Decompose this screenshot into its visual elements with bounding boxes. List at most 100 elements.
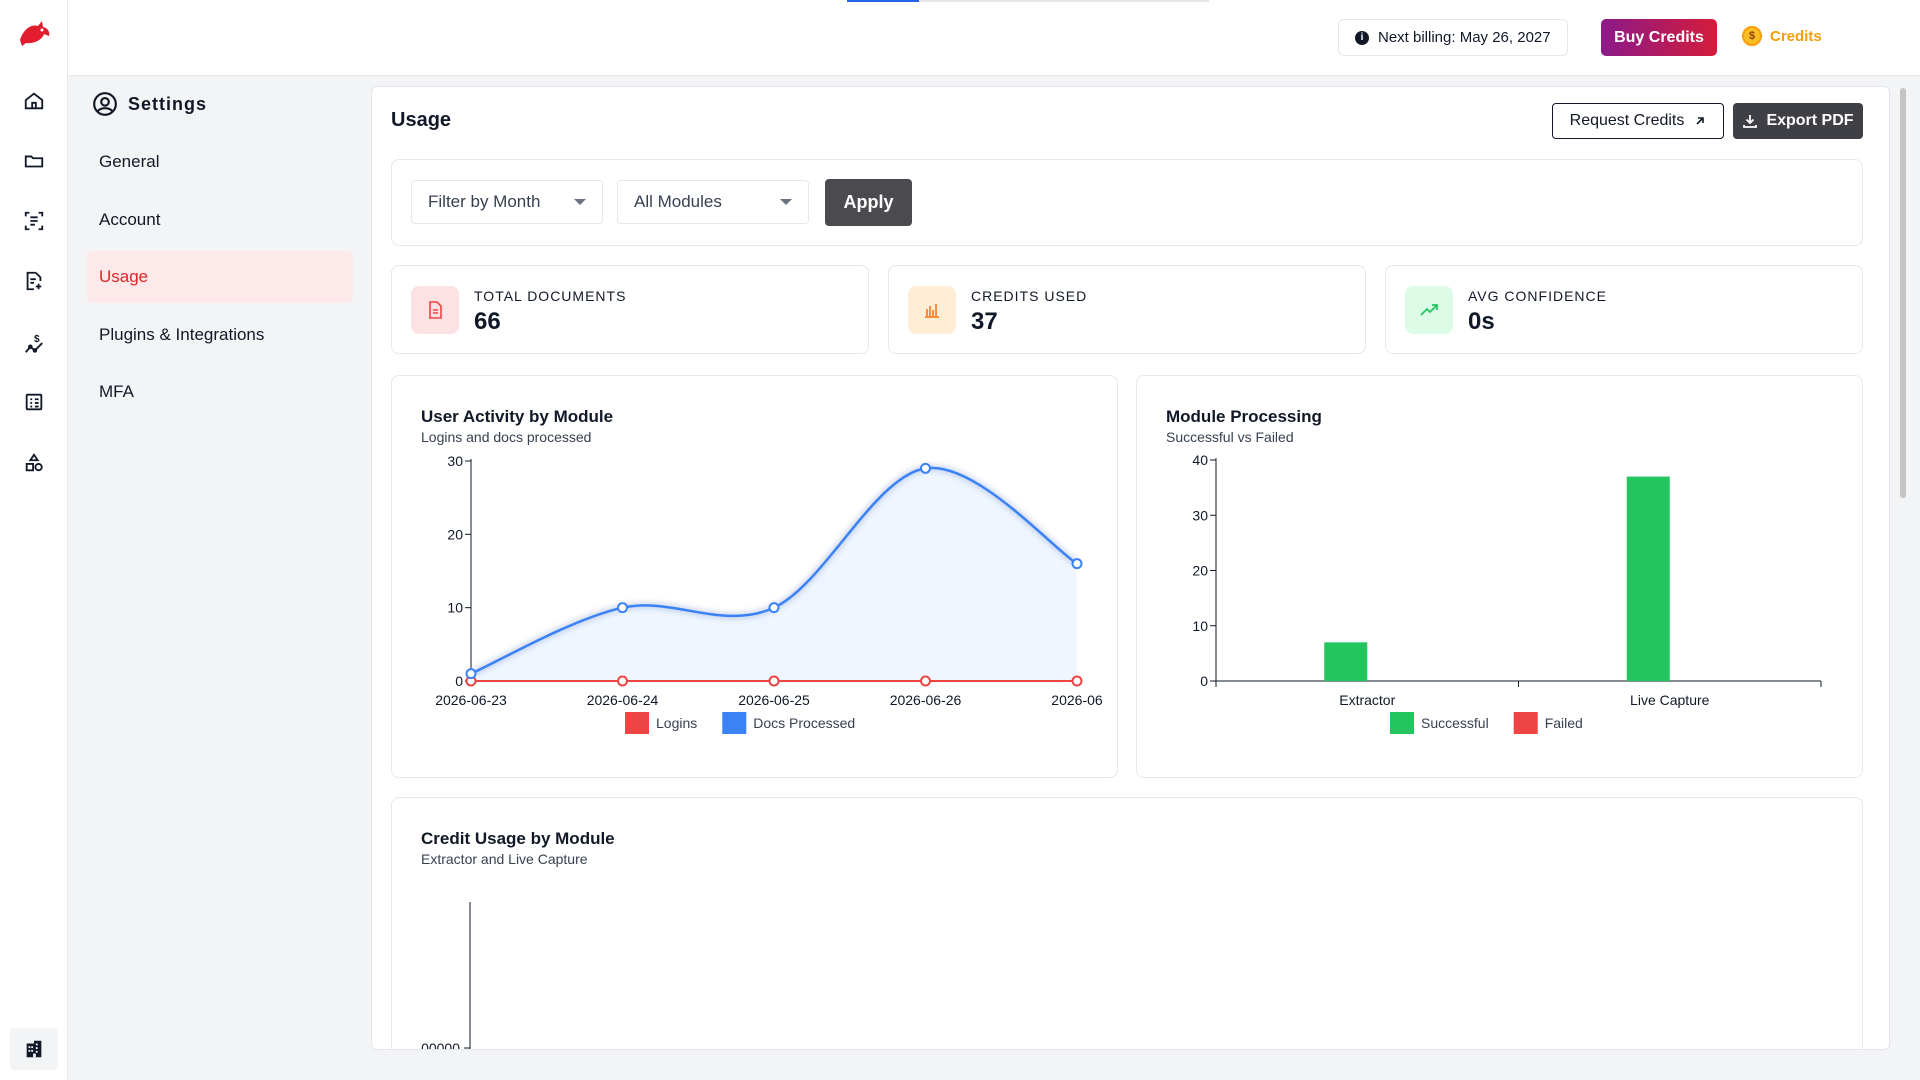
stat-card-total-documents: TOTAL DOCUMENTS 66: [391, 265, 869, 354]
rail-home[interactable]: [18, 85, 50, 117]
folder-icon: [24, 155, 44, 168]
legend-label: Logins: [656, 715, 697, 731]
stat-icon-box: [411, 286, 459, 334]
chevron-down-icon: [780, 199, 792, 205]
y-tick-label: 0: [455, 673, 463, 689]
page-scrollbar[interactable]: [1897, 86, 1909, 1050]
apply-button[interactable]: Apply: [825, 179, 912, 226]
settings-item-general[interactable]: General: [87, 136, 353, 188]
chart-title: Module Processing: [1166, 407, 1322, 426]
scrollbar-thumb[interactable]: [1900, 88, 1906, 498]
y-tick-label: 30: [1192, 507, 1208, 523]
usage-panel: Usage Request Credits Export PDF Filter …: [371, 86, 1890, 1050]
module-filter-value: All Modules: [634, 192, 722, 211]
bar-successful: [1626, 476, 1670, 681]
rail-scan[interactable]: [18, 205, 50, 237]
docs-processed-point: [1071, 558, 1083, 570]
chart-subtitle: Extractor and Live Capture: [421, 851, 588, 867]
processing-chart: 0 10 20 30 40 Extractor Live Capture Successful…: [1192, 452, 1822, 734]
stat-value: 0s: [1468, 308, 1495, 335]
legend-label: Successful: [1421, 715, 1489, 731]
credit-usage-chart: 00000: [421, 902, 471, 1049]
legend-swatch: [722, 712, 747, 734]
settings-item-plugins[interactable]: Plugins & Integrations: [87, 309, 353, 361]
settings-item-label: Account: [99, 210, 161, 229]
legend-swatch: [1513, 712, 1538, 734]
left-rail: $: [0, 0, 68, 1080]
docs-processed-point: [617, 602, 628, 614]
logins-point: [768, 675, 780, 687]
download-icon: [1743, 115, 1758, 128]
stat-icon-box: [908, 286, 956, 334]
x-tick-label: 2026-06-25: [738, 692, 810, 708]
info-icon: i: [1355, 30, 1369, 45]
svg-text:$: $: [34, 334, 40, 345]
billing-text: Next billing: May 26, 2027: [1378, 29, 1551, 46]
legend-label: Failed: [1545, 715, 1583, 731]
brand-logo-icon[interactable]: [16, 18, 52, 48]
stat-value: 37: [971, 308, 998, 335]
rail-billing[interactable]: $: [18, 328, 50, 360]
page-title: Usage: [391, 109, 452, 131]
request-credits-label: Request Credits: [1569, 112, 1685, 129]
settings-item-account[interactable]: Account: [87, 194, 353, 246]
top-bar: i Next billing: May 26, 2027 Buy Credits…: [68, 0, 1920, 76]
y-tick-label: 10: [1192, 618, 1208, 634]
x-tick-label: Extractor: [1339, 692, 1395, 708]
logins-point: [617, 675, 628, 687]
loading-progress-fill: [847, 0, 920, 2]
billing-badge: i Next billing: May 26, 2027: [1338, 19, 1568, 56]
rail-folder[interactable]: [18, 145, 50, 177]
rail-document-edit[interactable]: [18, 265, 50, 297]
settings-item-label: General: [99, 152, 160, 171]
rail-list[interactable]: [18, 386, 50, 418]
loading-progress: [847, 0, 1209, 2]
scan-document-icon: [24, 211, 44, 231]
settings-item-usage[interactable]: Usage: [87, 251, 353, 303]
stat-card-avg-confidence: AVG CONFIDENCE 0s: [1385, 265, 1863, 354]
filter-bar: Filter by Month All Modules Apply: [391, 159, 1863, 246]
docs-processed-point: [768, 602, 780, 614]
docs-processed-area: [471, 467, 1077, 681]
y-tick-label: 0: [1200, 673, 1208, 689]
x-tick-label: 2026-06-26: [890, 692, 962, 708]
processing-chart-card: 0 10 20 30 40 Extractor Live Capture Successful…: [1136, 375, 1863, 778]
y-tick-label: 40: [1192, 452, 1208, 468]
dollar-trend-icon: $: [25, 334, 43, 353]
request-credits-button[interactable]: Request Credits: [1552, 103, 1724, 139]
y-tick-label: 20: [1192, 563, 1208, 579]
shapes-icon: [25, 453, 43, 472]
settings-item-label: MFA: [99, 382, 134, 401]
legend-swatch: [625, 712, 649, 734]
credits-label: Credits: [1770, 27, 1822, 45]
building-icon: [26, 1040, 42, 1058]
legend-label: Docs Processed: [753, 715, 855, 731]
stat-card-credits-used: CREDITS USED 37: [888, 265, 1366, 354]
settings-heading: Settings: [92, 91, 207, 117]
stat-value: 66: [474, 308, 501, 335]
bar-chart-icon: [925, 304, 939, 318]
settings-item-mfa[interactable]: MFA: [87, 366, 353, 418]
credits-link[interactable]: $ Credits: [1742, 26, 1822, 46]
x-tick-label: 2026-06-24: [587, 692, 659, 708]
module-filter-select[interactable]: All Modules: [617, 180, 809, 224]
chevron-down-icon: [574, 199, 586, 205]
rail-shapes[interactable]: [18, 447, 50, 479]
chart-subtitle: Logins and docs processed: [421, 429, 592, 445]
export-pdf-button[interactable]: Export PDF: [1733, 103, 1863, 139]
activity-chart-card: 0 10 20 30 2026-06-23 2026-06-24 2026-06-25 202…: [391, 375, 1118, 778]
stat-label: TOTAL DOCUMENTS: [474, 288, 627, 304]
rail-organization[interactable]: [10, 1028, 58, 1070]
settings-item-label: Usage: [99, 267, 149, 286]
month-filter-select[interactable]: Filter by Month: [411, 180, 603, 224]
buy-credits-button[interactable]: Buy Credits: [1601, 19, 1717, 56]
y-tick-label: 10: [447, 600, 463, 616]
document-icon: [429, 301, 442, 319]
y-tick-label: 20: [447, 526, 463, 542]
chart-subtitle: Successful vs Failed: [1166, 429, 1294, 445]
docs-processed-point: [465, 668, 477, 680]
stat-label: AVG CONFIDENCE: [1468, 288, 1607, 304]
y-tick-label: 30: [447, 453, 463, 469]
x-tick-label: 2026-06-23: [435, 692, 507, 708]
x-tick-label: Live Capture: [1630, 692, 1710, 708]
